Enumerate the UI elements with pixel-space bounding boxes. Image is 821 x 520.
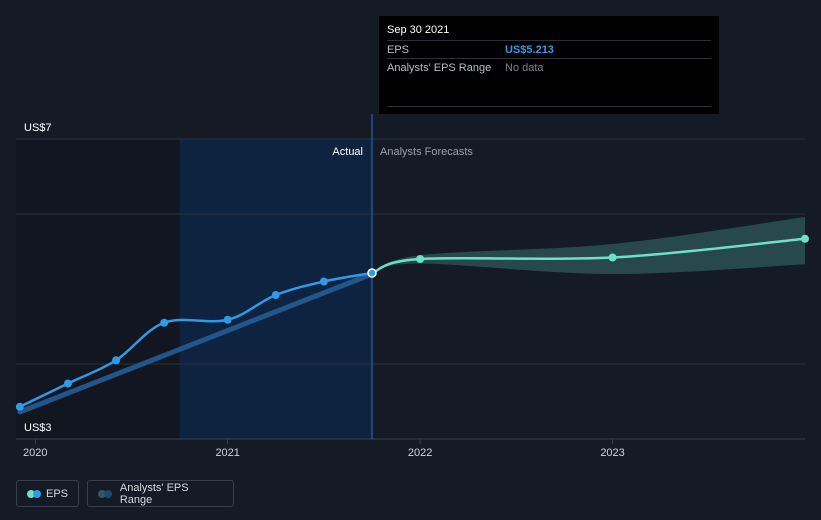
eps-actual-line <box>19 271 373 408</box>
tooltip-eps-value: US$5.213 <box>505 43 554 56</box>
eps-actual-point <box>112 356 121 365</box>
x-tick-label: 2022 <box>408 447 432 459</box>
tooltip-range-value: No data <box>505 61 544 74</box>
tooltip-range-row: Analysts' EPS Range No data <box>387 58 711 76</box>
x-tick-label: 2021 <box>215 447 239 459</box>
eps-forecast-point <box>416 255 425 263</box>
tooltip-range-label: Analysts' EPS Range <box>387 61 492 74</box>
actual-trend-line <box>17 271 375 415</box>
legend-range-label: Analysts' EPS Range <box>119 481 189 506</box>
eps-forecast-point <box>608 253 617 262</box>
eps-forecast-point <box>801 234 809 243</box>
tooltip-date: Sep 30 2021 <box>387 24 450 36</box>
actual-section-label: Actual <box>332 146 363 158</box>
eps-actual-point <box>319 277 328 286</box>
y-axis-label-top: US$7 <box>24 122 52 134</box>
legend-eps-label: EPS <box>45 487 68 500</box>
eps-hover-point <box>367 268 377 278</box>
forecast-range-band <box>372 217 805 275</box>
eps-actual-point <box>160 318 169 327</box>
x-tick-label: 2020 <box>23 447 47 459</box>
eps-tooltip: Sep 30 2021 EPS US$5.213 Analysts' EPS R… <box>379 16 719 114</box>
eps-actual-point <box>15 402 24 411</box>
past-region <box>16 139 180 439</box>
eps-actual-point <box>63 379 72 388</box>
tooltip-divider <box>387 106 711 107</box>
forecast-section-label: Analysts Forecasts <box>380 146 473 158</box>
x-tick-label: 2023 <box>600 447 624 459</box>
tooltip-eps-row: EPS US$5.213 <box>387 40 711 58</box>
actual-highlight-region <box>179 139 373 439</box>
eps-actual-point <box>223 315 232 324</box>
eps-actual-point <box>271 291 280 299</box>
range-legend-swatch-icon <box>98 489 112 498</box>
eps-legend-swatch-icon <box>27 489 41 498</box>
legend-eps-button[interactable]: EPS <box>16 480 79 507</box>
tooltip-eps-label: EPS <box>387 43 410 56</box>
eps-forecast-line <box>371 237 806 275</box>
y-axis-label-bottom: US$3 <box>24 422 52 434</box>
legend-range-button[interactable]: Analysts' EPS Range <box>87 480 234 507</box>
